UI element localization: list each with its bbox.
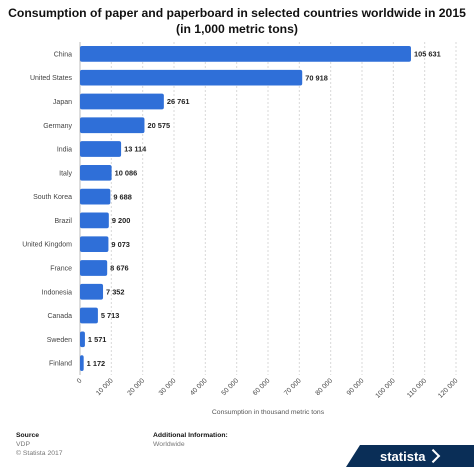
value-label: 9 688 (113, 192, 132, 201)
category-label: Brazil (54, 218, 72, 225)
chart-subtitle: (in 1,000 metric tons) (176, 22, 298, 36)
arrow-icon (425, 448, 440, 464)
bar (80, 93, 164, 110)
category-label: Italy (59, 170, 72, 177)
source-block: Source VDP © Statista 2017 (16, 431, 63, 458)
value-label: 10 086 (115, 169, 138, 178)
bar (80, 141, 122, 157)
statista-brand-name: statista (380, 448, 426, 464)
category-label: Canada (47, 313, 72, 320)
copyright: © Statista 2017 (16, 450, 63, 457)
category-label: Germany (43, 123, 72, 130)
bar (80, 212, 109, 229)
category-label: United States (30, 75, 73, 82)
x-tick-label: 90 000 (346, 377, 366, 397)
category-label: United Kingdom (22, 242, 72, 249)
bar (80, 307, 98, 324)
value-label: 26 761 (167, 97, 190, 106)
value-label: 13 114 (124, 145, 147, 154)
x-tick-label: 0 (76, 377, 84, 385)
x-axis-title: Consumption in thousand metric tons (211, 409, 325, 416)
category-label: Finland (49, 361, 72, 368)
chart-title-line: Consumption of paper and paperboard in s… (8, 6, 466, 20)
category-label: Indonesia (42, 289, 72, 296)
category-label: China (54, 51, 72, 58)
chart-title: Consumption of paper and paperboard in s… (0, 5, 474, 37)
x-tick-label: 50 000 (220, 377, 240, 397)
x-tick-label: 10 000 (95, 377, 115, 397)
value-label: 9 200 (112, 216, 130, 225)
bar (80, 164, 112, 181)
bar (80, 188, 111, 205)
bar (80, 69, 303, 86)
additional-info-heading: Additional Information: (153, 432, 228, 439)
x-tick-label: 110 000 (406, 377, 428, 399)
category-label: France (50, 265, 72, 272)
value-label: 70 918 (305, 73, 328, 82)
category-label: India (57, 147, 72, 154)
value-label: 7 352 (106, 287, 125, 296)
additional-info-block: Additional Information: Worldwide (153, 431, 228, 449)
bar (80, 331, 85, 348)
category-label: South Korea (33, 194, 72, 201)
bar (80, 46, 411, 62)
category-label: Japan (53, 99, 72, 106)
value-label: 1 571 (88, 335, 107, 344)
value-label: 8 676 (110, 264, 129, 273)
source-name: VDP (16, 441, 30, 448)
source-heading: Source (16, 432, 40, 439)
bar (80, 355, 84, 371)
additional-info-value: Worldwide (153, 441, 185, 448)
value-label: 5 713 (101, 311, 120, 320)
bar (80, 260, 108, 276)
x-tick-label: 70 000 (283, 377, 303, 397)
x-tick-label: 20 000 (126, 377, 146, 397)
bar (80, 283, 104, 300)
bar (80, 236, 109, 253)
value-label: 9 073 (111, 240, 130, 249)
x-tick-label: 80 000 (314, 377, 334, 397)
x-tick-label: 120 000 (437, 377, 459, 399)
value-label: 105 631 (414, 50, 441, 59)
x-tick-label: 30 000 (158, 377, 178, 397)
x-tick-label: 40 000 (189, 377, 209, 397)
x-tick-label: 100 000 (374, 377, 396, 399)
x-tick-label: 60 000 (252, 377, 272, 397)
category-label: Sweden (47, 337, 72, 344)
value-label: 1 172 (87, 359, 106, 368)
value-label: 20 575 (147, 121, 170, 130)
bar (80, 117, 145, 134)
statista-logo[interactable]: statista (346, 445, 474, 467)
